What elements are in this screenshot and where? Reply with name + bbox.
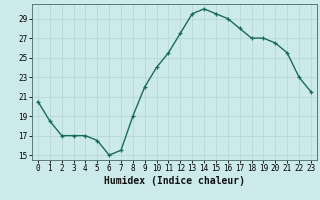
X-axis label: Humidex (Indice chaleur): Humidex (Indice chaleur) [104,176,245,186]
